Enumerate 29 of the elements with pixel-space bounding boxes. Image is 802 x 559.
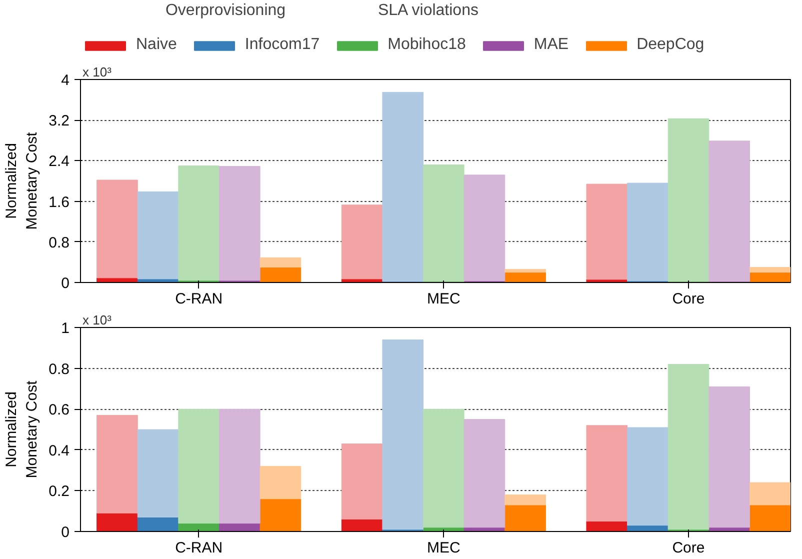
y-tick-label: 1 (61, 320, 70, 337)
y-tick-label: 0.8 (48, 234, 70, 252)
legend-label: MAE (534, 36, 569, 54)
y-tick-label: 2.4 (48, 153, 70, 170)
x-tick-label: C-RAN (175, 540, 223, 556)
y-axis-title: Normalized Monetary Cost (3, 131, 41, 230)
y-tick-label: 0.4 (48, 442, 70, 460)
y-tick-label: 0 (61, 524, 70, 541)
y-tick-label: 4 (61, 72, 70, 89)
y-axis-title: Normalized Monetary Cost (3, 380, 41, 478)
legend-label: Mobihoc18 (388, 36, 466, 54)
legend-label: DeepCog (636, 36, 704, 54)
legend-label: Infocom17 (244, 36, 320, 54)
y-tick-label: 3.2 (48, 112, 70, 130)
x-tick-label: MEC (426, 290, 460, 308)
x-tick-label: Core (672, 290, 705, 308)
y-tick-label: 0.6 (48, 402, 70, 419)
text: x 10³ (82, 312, 112, 328)
text: Overprovisioning (165, 2, 286, 19)
x-tick-label: Core (672, 540, 705, 556)
y-tick-label: 0.2 (48, 483, 70, 500)
text: x 10³ (82, 64, 112, 80)
legend-label: Naive (136, 36, 177, 54)
y-tick-label: 1.6 (48, 194, 70, 211)
text: SLA violations (378, 2, 478, 19)
y-tick-label: 0.8 (48, 360, 70, 378)
x-tick-label: MEC (426, 540, 460, 556)
y-tick-label: 0 (61, 275, 70, 292)
x-tick-label: C-RAN (175, 290, 223, 308)
